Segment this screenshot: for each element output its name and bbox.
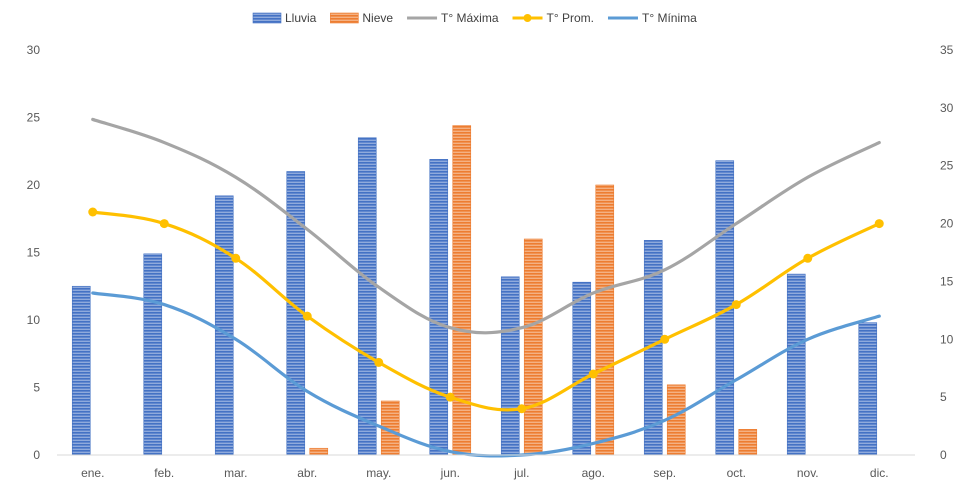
bar-nieve-6 [523, 238, 543, 456]
bar-lluvia-6 [500, 276, 520, 456]
x-tick-label-8: sep. [653, 466, 676, 480]
legend-label-3: T° Prom. [547, 11, 594, 25]
bar-lluvia-1 [143, 253, 163, 456]
right-tick-label-6: 30 [940, 101, 954, 115]
line-point-1-9 [731, 300, 741, 310]
right-tick-label-4: 20 [940, 217, 954, 231]
x-tick-label-9: oct. [727, 466, 746, 480]
x-tick-label-5: jun. [440, 466, 460, 480]
left-tick-label-2: 10 [27, 313, 41, 327]
legend-marker-3 [523, 14, 532, 22]
bar-lluvia-0 [71, 285, 91, 456]
line-series-0 [91, 117, 881, 335]
left-tick-label-6: 30 [27, 43, 41, 57]
left-tick-label-0: 0 [33, 448, 40, 462]
legend-label-4: T° Mínima [642, 11, 697, 25]
bar-nieve-8 [666, 384, 686, 456]
line-point-1-8 [660, 334, 670, 344]
bar-lluvia-5 [429, 159, 449, 456]
line-series-1 [91, 210, 881, 412]
x-tick-label-1: feb. [154, 466, 174, 480]
right-tick-label-3: 15 [940, 274, 954, 288]
line-point-1-1 [159, 219, 169, 229]
x-axis: ene. feb. mar. abr. may. jun. jul. ago. sep. oct.… [81, 466, 889, 480]
bar-nieve-7 [595, 184, 615, 456]
bar-lluvia-4 [357, 137, 377, 456]
bar-nieve-3 [309, 447, 329, 456]
x-tick-label-0: ene. [81, 466, 104, 480]
legend-swatch-0 [252, 12, 282, 24]
line-point-1-5 [445, 392, 455, 402]
bar-lluvia-2 [214, 195, 234, 456]
line-point-1-11 [874, 219, 884, 229]
x-tick-label-10: nov. [797, 466, 819, 480]
legend-swatch-1 [330, 12, 359, 24]
line-point-1-3 [302, 311, 312, 321]
legend-label-0: Lluvia [285, 11, 317, 25]
right-tick-label-2: 10 [940, 332, 954, 346]
legend: Lluvia Nieve T° Máxima T° Prom. T° Mínima [252, 11, 697, 25]
legend-label-2: T° Máxima [441, 11, 499, 25]
line-point-1-6 [517, 404, 527, 414]
line-point-1-0 [88, 207, 98, 217]
line-series-2 [91, 291, 881, 458]
line-point-1-7 [588, 369, 598, 379]
line-point-1-10 [803, 253, 813, 263]
x-tick-label-2: mar. [224, 466, 247, 480]
bar-nieve-9 [738, 429, 758, 456]
bar-lluvia-11 [858, 322, 878, 456]
line-series-group [88, 117, 884, 458]
left-tick-label-1: 5 [33, 381, 40, 395]
line-point-1-2 [231, 253, 241, 263]
legend-label-1: Nieve [362, 11, 393, 25]
x-tick-label-3: abr. [297, 466, 317, 480]
right-tick-label-7: 35 [940, 43, 954, 57]
left-tick-label-3: 15 [27, 246, 41, 260]
left-y-axis: 0 5 10 15 20 25 30 [27, 43, 41, 462]
x-tick-label-7: ago. [582, 466, 605, 480]
x-tick-label-6: jul. [513, 466, 529, 480]
bar-lluvia-10 [786, 273, 806, 456]
right-tick-label-0: 0 [940, 448, 947, 462]
bar-nieve-5 [452, 125, 472, 456]
x-tick-label-11: dic. [870, 466, 889, 480]
x-tick-label-4: may. [366, 466, 391, 480]
right-tick-label-5: 25 [940, 159, 954, 173]
line-point-1-4 [374, 357, 384, 367]
left-tick-label-5: 25 [27, 111, 41, 125]
right-tick-label-1: 5 [940, 390, 947, 404]
bar-lluvia-7 [572, 281, 592, 456]
right-y-axis: 0 5 10 15 20 25 30 35 [940, 43, 954, 462]
left-tick-label-4: 20 [27, 178, 41, 192]
